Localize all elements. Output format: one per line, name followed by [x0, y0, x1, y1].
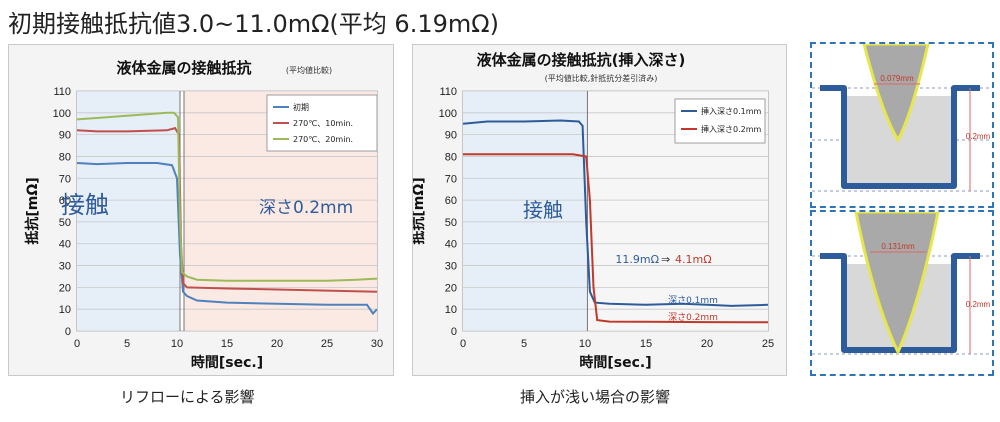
y-tick-label: 0: [65, 326, 71, 338]
region-band: [463, 91, 588, 331]
x-tick-label: 25: [321, 338, 333, 350]
legend-label: 挿入深さ0.1mm: [701, 106, 762, 116]
cup-wall: [820, 85, 980, 189]
x-axis-label: 時間[sec.]: [579, 354, 651, 371]
chart-title: 液体金属の接触抵抗(挿入深さ): [477, 51, 686, 69]
y-tick-label: 110: [53, 86, 71, 98]
x-tick-label: 5: [521, 338, 527, 350]
series-line: [76, 111, 378, 282]
chart-subtitle: (平均値比較,針抵抗分差引済み): [545, 73, 658, 83]
needle-diagram-deep-svg: 0.131mm 0.2mm: [812, 212, 992, 356]
y-tick-label: 80: [445, 151, 457, 163]
region-label: 接触: [61, 191, 109, 219]
needle-diagram-shallow: 0.079mm 0.2mm: [810, 42, 994, 208]
y-tick-label: 20: [59, 282, 71, 294]
legend-label: 270℃、10min.: [293, 119, 353, 128]
region-label: 接触: [523, 198, 563, 222]
depth-label: 0.2mm: [966, 300, 991, 309]
chart-panel-reflow: 液体金属の接触抵抗 (平均値比較) 0 10 20 30 40 50 60 70 80 90 100 11…: [8, 44, 394, 376]
needle-tip: [854, 212, 940, 356]
y-tick-label: 20: [445, 282, 457, 294]
chart-insertion-depth: 液体金属の接触抵抗(挿入深さ) (平均値比較,針抵抗分差引済み) 0 10 20 30 40…: [413, 51, 774, 371]
x-tick-label: 10: [171, 338, 183, 350]
y-tick-label: 80: [59, 151, 71, 163]
annotation: ⇒: [661, 253, 670, 266]
dimension-label: 0.079mm: [880, 74, 914, 83]
headline: 初期接触抵抗値3.0~11.0mΩ(平均 6.19mΩ): [8, 10, 499, 38]
y-axis-label: 抵抗[mΩ]: [24, 177, 41, 244]
y-tick-label: 50: [445, 217, 457, 229]
annotation: 深さ0.1mm: [668, 295, 718, 306]
x-tick-label: 15: [221, 338, 233, 350]
annotation: 11.9mΩ: [615, 253, 659, 266]
y-tick-label: 0: [451, 326, 457, 338]
y-tick-label: 10: [59, 304, 71, 316]
legend-label: 挿入深さ0.2mm: [701, 124, 762, 134]
legend-box: [674, 98, 766, 144]
caption-reflow: リフローによる影響: [120, 388, 255, 406]
y-tick-label: 70: [445, 173, 457, 185]
x-tick-label: 5: [124, 338, 130, 350]
y-tick-label: 60: [445, 195, 457, 207]
depth-label: 0.2mm: [966, 132, 991, 141]
series-line: [462, 119, 769, 307]
series-line: [76, 162, 378, 316]
y-axis-label: 抵抗[mΩ]: [413, 177, 427, 244]
y-tick-label: 40: [59, 239, 71, 251]
y-tick-label: 110: [439, 86, 457, 98]
y-tick-label: 10: [445, 304, 457, 316]
y-tick-label: 40: [445, 239, 457, 251]
y-tick-label: 30: [59, 261, 71, 273]
legend-label: 初期: [293, 102, 309, 112]
x-tick-label: 0: [460, 338, 466, 350]
y-tick-label: 50: [59, 217, 71, 229]
chart-title: 液体金属の接触抵抗: [116, 59, 251, 77]
region-label: 深さ0.2mm: [259, 198, 353, 218]
annotation: 深さ0.2mm: [668, 312, 718, 323]
y-tick-label: 100: [439, 108, 457, 120]
y-tick-label: 30: [445, 261, 457, 273]
annotation: 4.1mΩ: [675, 253, 712, 266]
x-tick-label: 15: [640, 338, 652, 350]
chart-subtitle: (平均値比較): [286, 65, 332, 75]
chart-panel-insertion-depth: 液体金属の接触抵抗(挿入深さ) (平均値比較,針抵抗分差引済み) 0 10 20 30 40…: [412, 44, 787, 376]
x-tick-label: 0: [74, 338, 80, 350]
y-tick-label: 70: [59, 173, 71, 185]
y-tick-label: 90: [59, 130, 71, 142]
needle-diagram-shallow-svg: 0.079mm 0.2mm: [812, 44, 992, 192]
x-tick-label: 20: [701, 338, 713, 350]
x-tick-label: 20: [271, 338, 283, 350]
chart-reflow: 液体金属の接触抵抗 (平均値比較)010203040506070809010011…: [24, 59, 383, 371]
x-tick-label: 10: [579, 338, 591, 350]
needle-diagram-deep: 0.131mm 0.2mm: [810, 210, 994, 376]
legend-label: 270℃、20min.: [293, 135, 353, 144]
x-tick-label: 25: [762, 338, 774, 350]
x-axis-label: 時間[sec.]: [191, 354, 263, 371]
y-tick-label: 100: [53, 108, 71, 120]
dimension-label: 0.131mm: [881, 242, 915, 251]
y-tick-label: 60: [59, 195, 71, 207]
series-line: [463, 153, 768, 324]
y-tick-label: 90: [445, 130, 457, 142]
x-tick-label: 30: [371, 338, 383, 350]
caption-insertion: 挿入が浅い場合の影響: [520, 388, 671, 406]
